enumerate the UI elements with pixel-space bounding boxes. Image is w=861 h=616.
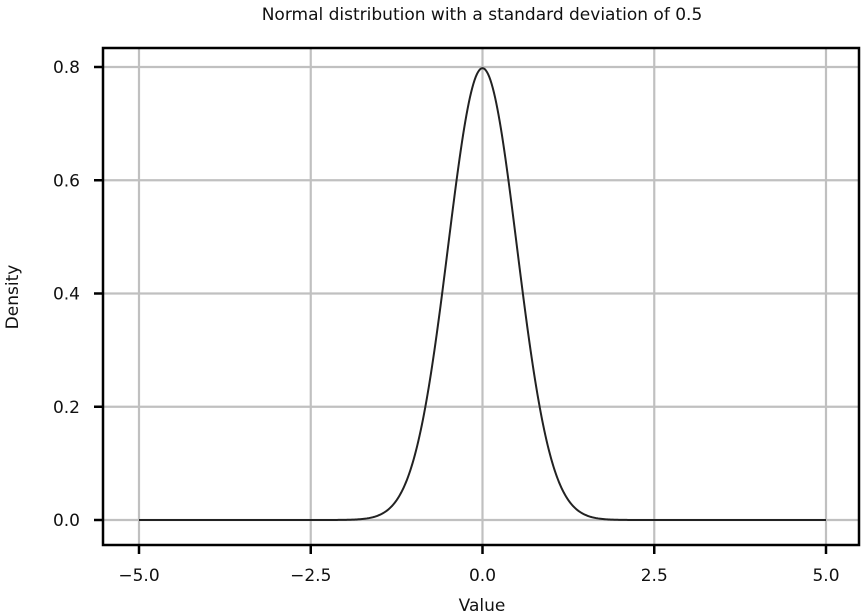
x-tick-label: 0.0: [469, 566, 496, 586]
density-curve: [139, 67, 826, 521]
y-tick-label: 0.2: [53, 398, 80, 418]
x-axis-label: Value: [459, 596, 506, 616]
y-tick-label: 0.6: [53, 171, 80, 191]
chart-title: Normal distribution with a standard devi…: [262, 5, 703, 25]
y-tick-label: 0.4: [53, 285, 80, 305]
y-tick-label: 0.0: [53, 511, 80, 531]
x-axis-ticks: −5.0 −2.5 0.0 2.5 5.0: [118, 545, 840, 586]
x-tick-label: −2.5: [290, 566, 331, 586]
gridlines: [103, 48, 859, 545]
y-axis-ticks: 0.0 0.2 0.4 0.6 0.8: [53, 58, 103, 531]
x-tick-label: −5.0: [118, 566, 159, 586]
x-tick-label: 5.0: [812, 566, 839, 586]
plot-area: [139, 67, 826, 521]
y-axis-label: Density: [3, 265, 23, 330]
y-tick-label: 0.8: [53, 58, 80, 78]
axes-frame: [101, 46, 861, 547]
x-tick-label: 2.5: [641, 566, 668, 586]
